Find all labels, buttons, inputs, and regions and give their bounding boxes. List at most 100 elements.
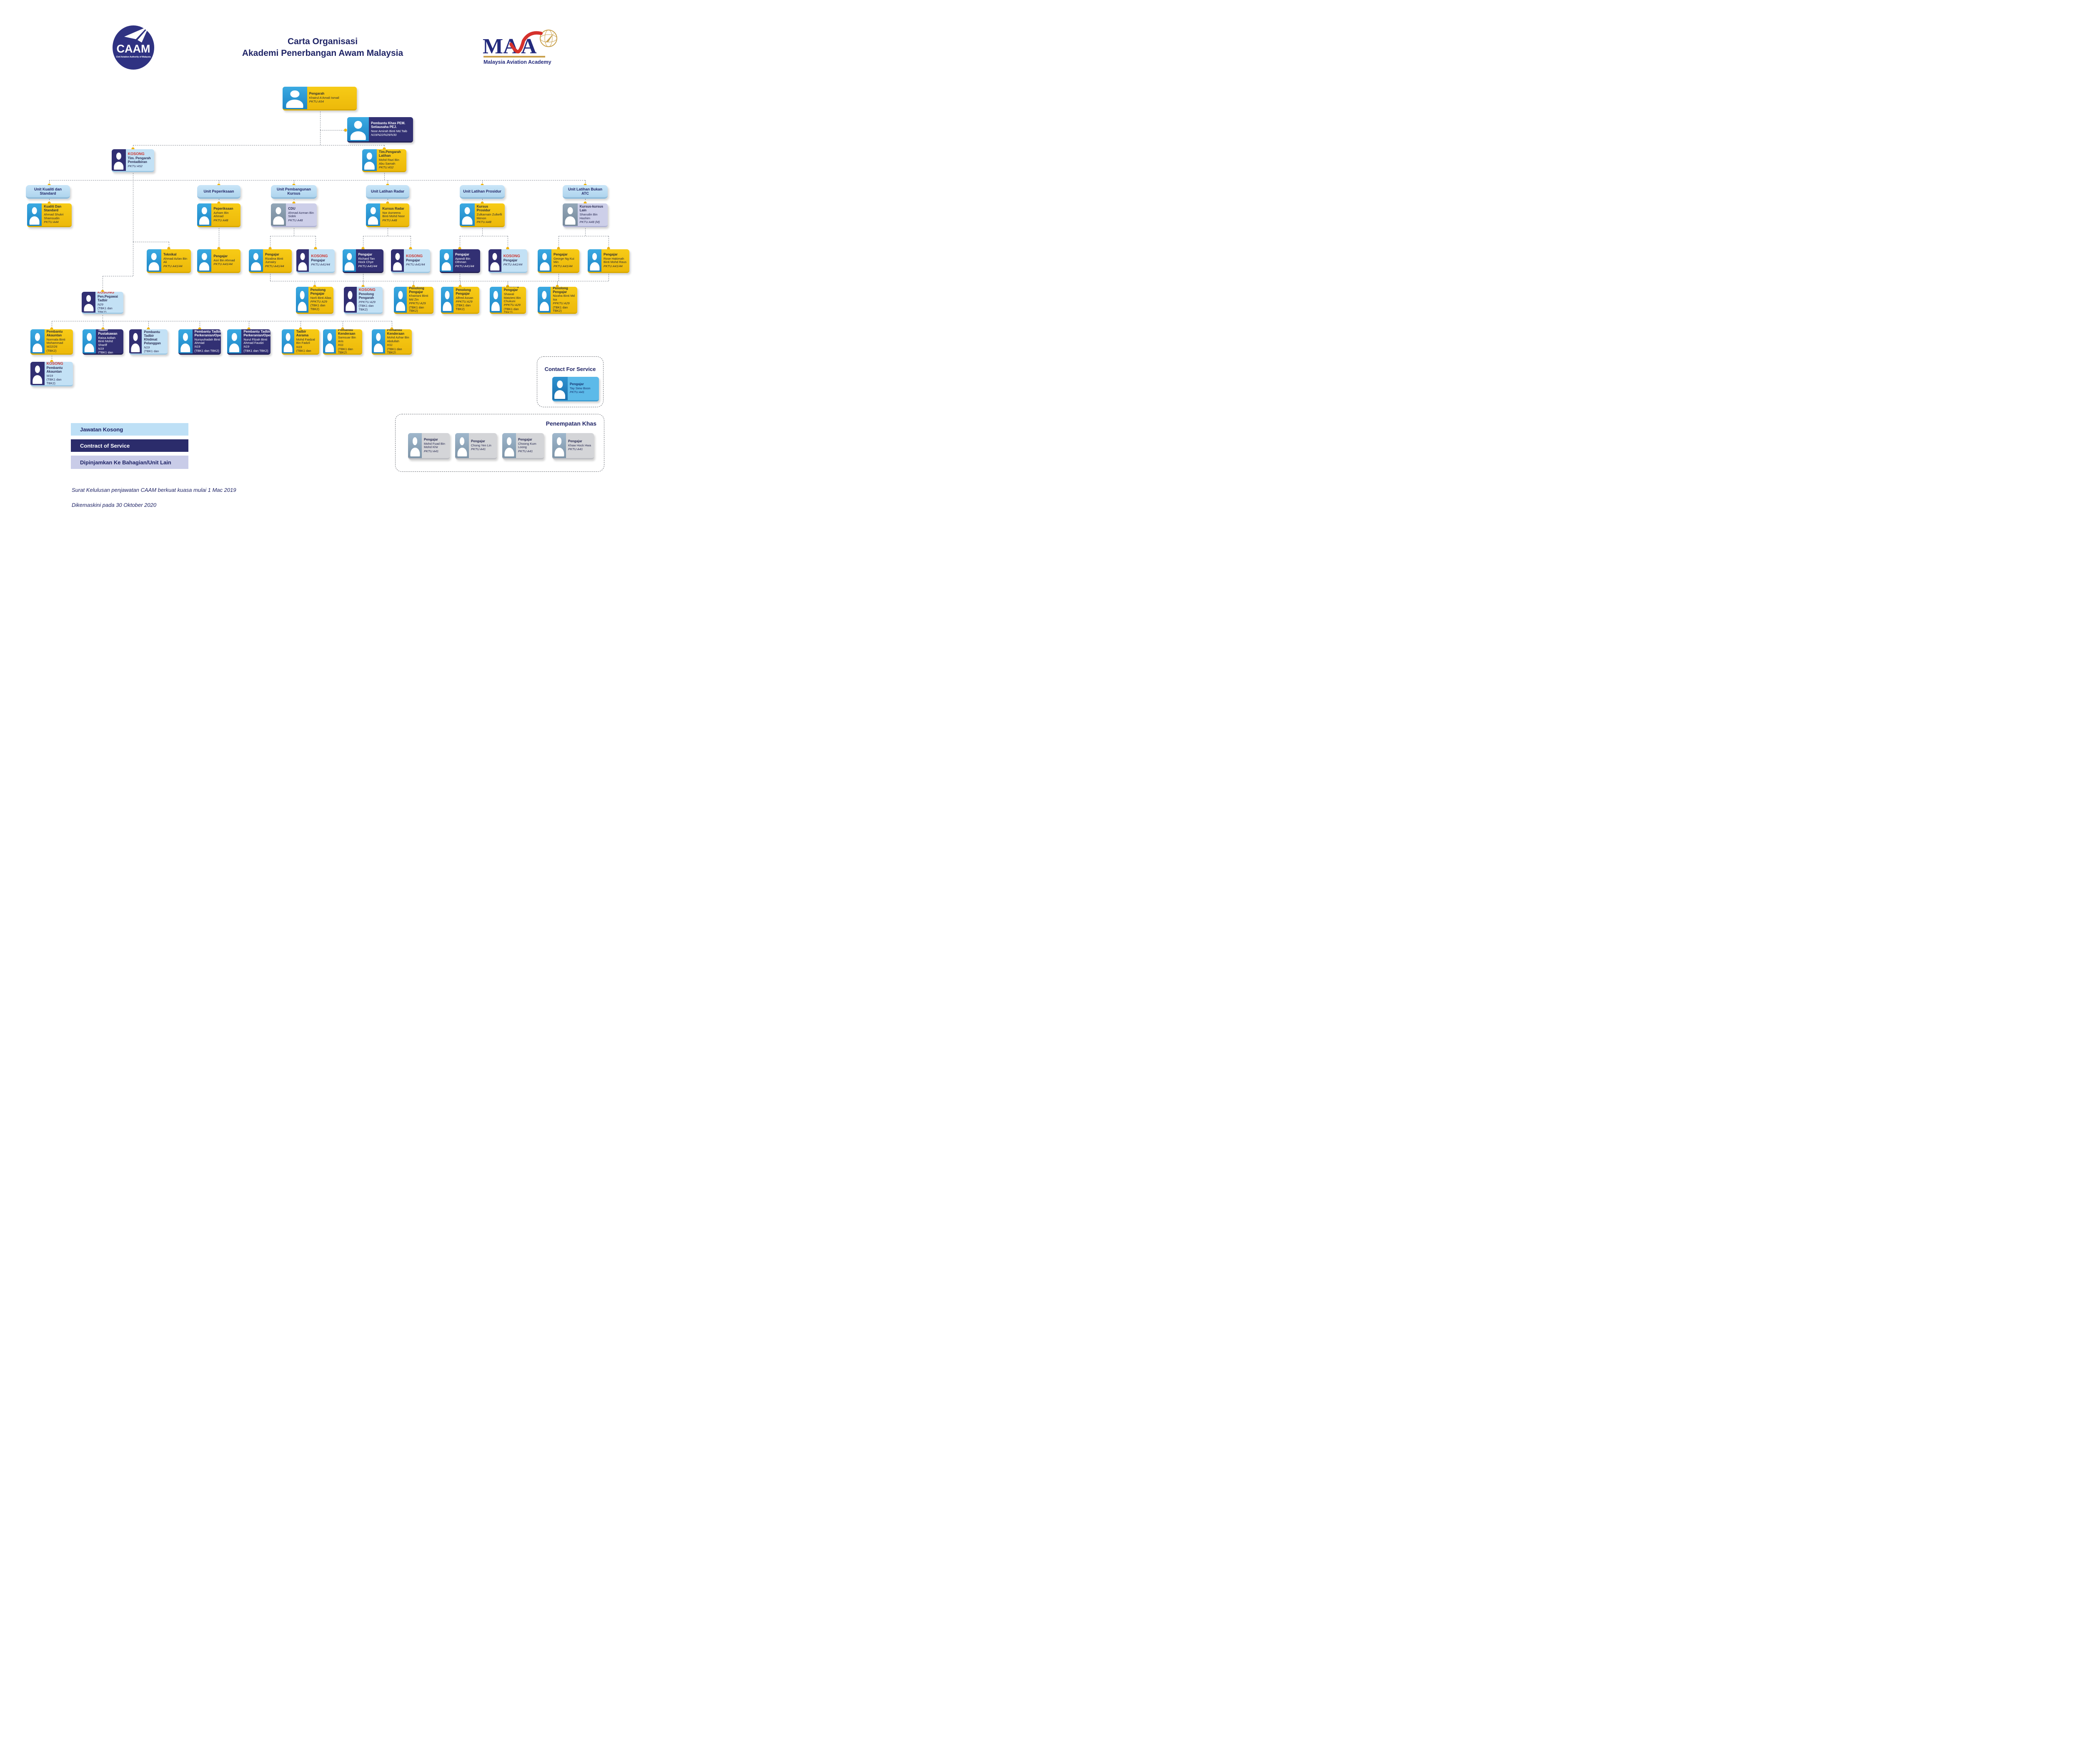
- card-grade: PKTU A48 (M): [579, 220, 600, 224]
- card-name: Shawal Matzieni Bin Chukuni: [503, 292, 521, 303]
- vacant-label: KOSONG: [406, 254, 423, 258]
- card-khaw-hock-hwa: Pengajar Khaw Hock Hwa PKTU A41: [552, 433, 594, 459]
- avatar-icon: [249, 249, 263, 272]
- connector-line: [320, 109, 321, 130]
- card-grade: PKTU A41/44: [311, 263, 330, 267]
- avatar-icon: [538, 287, 551, 313]
- card-name: Choong Kum Loong: [518, 441, 536, 449]
- card-name: Noor Amirah Binti Md.Taib: [371, 129, 407, 133]
- card-title: Penolong Pengajar: [409, 287, 424, 294]
- card-kosong_pengajar_3: KOSONG Pengajar PKTU A41/44: [488, 249, 527, 273]
- card-mohd-fuad: Pengajar Mohd Fuad Bin Mohd Khir PKTU A4…: [408, 433, 450, 459]
- card-name: Khairiani Binti Md Zin: [409, 294, 428, 301]
- card-grade: N19: [194, 345, 200, 349]
- unit-header-unit_bukan_atc: Unit Latihan Bukan ATC: [563, 185, 608, 199]
- connector-node-dot: [50, 360, 53, 363]
- avatar-icon: [27, 203, 42, 226]
- card-title: Pembantu Tadbir Perkeranian/Operasi: [194, 329, 221, 337]
- card-cdu: CDU Ahmad Azman Bin Sidek PKTU A48: [271, 203, 317, 227]
- legend-item-vacant: Jawatan Kosong: [71, 423, 188, 436]
- connector-node-dot: [409, 247, 412, 250]
- card-pengarah: Pengarah Khairul A'Amali Ismail PKTU A54: [283, 87, 357, 110]
- card-name: Tay Siew Boon: [569, 386, 591, 391]
- card-grade: PKTU A41/44: [503, 263, 523, 267]
- card-name: Khairul A'Amali Ismail: [309, 96, 339, 100]
- card-name: Alfred Assan: [456, 296, 473, 300]
- card-nursyuhadah: Pembantu Tadbir Perkeranian/OperasiNursy…: [178, 329, 221, 355]
- card-title: Penolong Pengajar: [456, 288, 471, 296]
- connector-line: [585, 199, 586, 203]
- legend-item-contract: Contract of Service: [71, 439, 188, 452]
- card-title: Pembantu Tadbir Pustakawan: [98, 329, 118, 336]
- card-grade: PKTU A41: [424, 449, 439, 453]
- card-extra: (TBK1 dan TBK2): [46, 378, 62, 385]
- card-grade: W22/26: [46, 345, 58, 349]
- card-tim_pentadbiran: KOSONG Tim. Pengarah Pentadbiran PKTU A52: [112, 149, 154, 172]
- card-title: Pengajar: [503, 258, 518, 263]
- card-title: Kualiti Dan Standard: [44, 205, 62, 213]
- card-rose: Pengajar Rose Hakimah Binti Mohd Raus PKTU…: [588, 249, 629, 273]
- connector-node-dot: [167, 247, 170, 250]
- card-grade: PKTU A52: [378, 165, 394, 170]
- connector-node-dot: [556, 285, 559, 288]
- card-title: Pengajar: [455, 252, 469, 256]
- card-name: Rose Hakimah Binti Mohd Raus: [604, 256, 627, 264]
- card-title: Pengajar: [554, 252, 568, 256]
- connector-node-dot: [101, 290, 104, 293]
- avatar-icon: [460, 203, 475, 226]
- card-grade: PKTU A41/44: [213, 262, 233, 266]
- card-extra: (TBK1 dan TBK2): [358, 304, 374, 311]
- card-name: Samsuar Bin Aris: [338, 336, 356, 343]
- connector-line: [585, 226, 586, 236]
- card-name: Raisa Adilah Binti Mohd Shariff: [98, 336, 116, 347]
- card-title: Pengajar: [311, 258, 326, 263]
- card-extra: (TBK1 dan TBK2): [98, 351, 113, 355]
- vacant-label: KOSONG: [128, 151, 145, 156]
- card-name: Nursyuhadah Binti Ahmad: [194, 337, 220, 345]
- card-peperiksaan_head: Peperiksaan Azham Bin Ahmad PKTU A48: [197, 203, 240, 227]
- card-title: Pengajar: [471, 439, 485, 444]
- avatar-icon: [271, 203, 286, 226]
- card-tim_latihan: Tim.Pengarah Latihan Mohd Razi Bin Abu Sa…: [362, 149, 406, 172]
- mava-logo: MA A Malaysia Aviation Academy: [483, 28, 564, 69]
- connector-line: [320, 130, 321, 145]
- card-title: Pengajar: [604, 252, 618, 256]
- avatar-icon: [563, 203, 578, 226]
- card-asri: Pengajar Asri Bin Ahmad PKTU A41/44: [197, 249, 240, 273]
- connector-node-dot: [506, 247, 509, 250]
- avatar-icon: [588, 249, 601, 272]
- card-grade: N19/N22/N29/N30: [371, 133, 397, 137]
- card-khairiani: Penolong Pengajar Khairiani Binti Md Zin P…: [394, 287, 433, 314]
- card-grade: W19: [46, 373, 53, 378]
- card-lain_head: Kursus-kursus Lain Sharudin Bin Hashim PKT…: [563, 203, 608, 227]
- card-extra: (TBK1 dan TBK2): [456, 303, 471, 311]
- card-kosong_pengajar_1: KOSONG Pengajar PKTU A41/44: [296, 249, 335, 273]
- card-name: Nizaha Binti Md Isa: [553, 294, 575, 301]
- avatar-icon: [362, 149, 377, 171]
- connector-node-dot: [247, 327, 250, 331]
- vacant-person-icon: [30, 362, 45, 385]
- avatar-icon: [30, 329, 45, 353]
- card-grade: N29: [98, 302, 103, 306]
- card-title: CDU: [288, 206, 296, 210]
- connector-node-dot: [314, 247, 317, 250]
- avatar-icon: [227, 329, 242, 353]
- card-grade: PPKTU A29: [409, 301, 426, 306]
- footnote-updated: Dikemaskini pada 30 Oktober 2020: [72, 502, 157, 508]
- card-grade: N19: [243, 345, 250, 349]
- card-grade: N19: [98, 346, 104, 351]
- card-name: Nor Asmeera Binti Mohd Noor: [382, 210, 405, 218]
- card-grade: PKTU A41: [568, 447, 583, 451]
- connector-node-dot: [584, 201, 587, 205]
- card-extra: (TBK1 dan TBK2): [387, 347, 402, 355]
- card-title: Pengarah: [309, 92, 325, 96]
- card-title: Pengajar: [406, 258, 420, 263]
- connector-node-dot: [292, 201, 296, 205]
- card-name: Mohd Azhar Bin Abdullah: [387, 336, 409, 343]
- card-name: Ahmad Shukri Shamsudin: [44, 213, 64, 220]
- card-grade: PKTU A41: [471, 447, 486, 451]
- card-extra: (TBK2): [46, 348, 57, 353]
- penempatan-khas-panel: Penempatan Khas Pengajar Mohd Fuad Bin M…: [395, 414, 604, 472]
- card-extra: (TBK1 dan TBK2): [98, 306, 113, 314]
- connector-node-dot: [48, 201, 51, 205]
